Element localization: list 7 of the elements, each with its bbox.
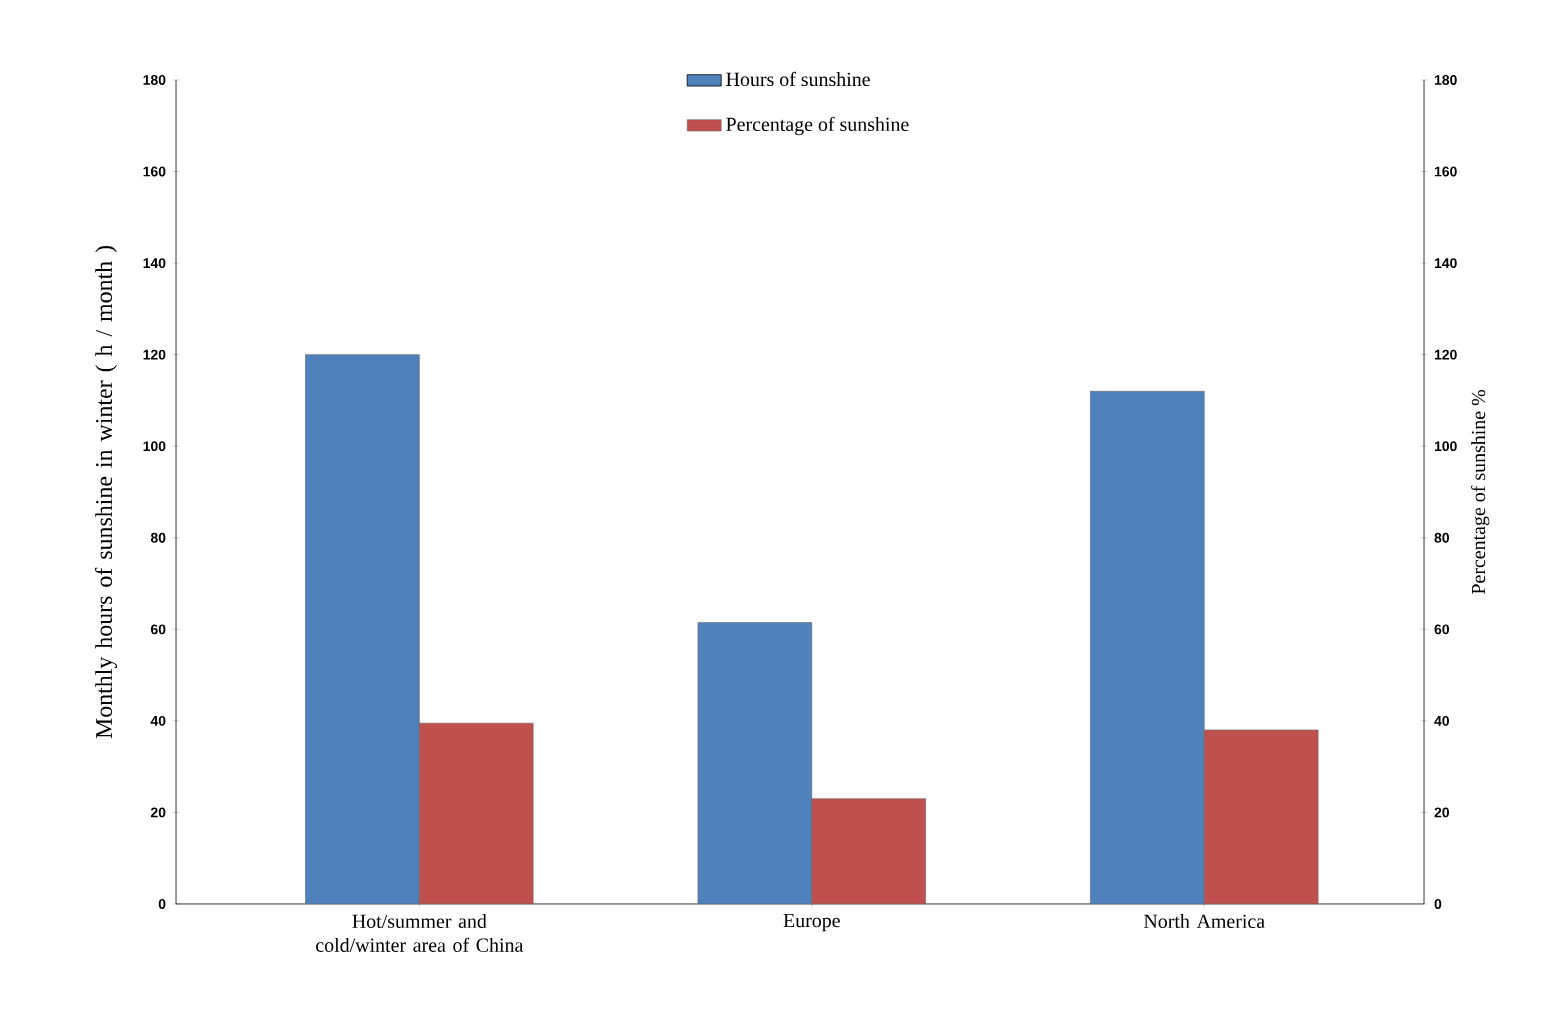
y2-axis-title: Percentage of sunshine % xyxy=(1471,389,1490,595)
x-tick-label: Europe xyxy=(783,913,840,932)
legend-label: Percentage of sunshine xyxy=(726,116,909,136)
x-tick-label: Hot/summer and cold/winter area of China xyxy=(316,913,524,952)
legend-label: Hours of sunshine xyxy=(726,71,870,87)
x-tick-label: North America xyxy=(1143,913,1265,929)
y-axis-title: Monthly hours of sunshine in winter ( h / month ) xyxy=(95,245,118,739)
